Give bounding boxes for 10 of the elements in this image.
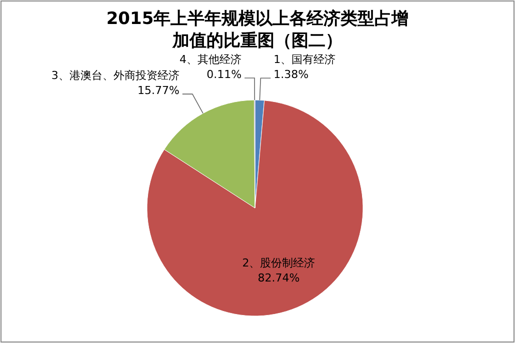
slice-label: 4、其他经济 <box>180 53 242 66</box>
slice-label: 1、国有经济 <box>274 53 336 66</box>
data-label: 0.11% <box>206 68 242 81</box>
data-label: 15.77% <box>137 84 180 98</box>
pie-slice <box>146 100 364 316</box>
chart-title: 2015年上半年规模以上各经济类型占增加值的比重图（图二） <box>106 9 409 51</box>
data-label: 82.74% <box>258 271 300 284</box>
data-label: 1.38% <box>274 68 309 82</box>
slice-label: 2、股份制经济 <box>242 256 316 270</box>
slice-label: 3、港澳台、外商投资经济 <box>51 69 180 82</box>
